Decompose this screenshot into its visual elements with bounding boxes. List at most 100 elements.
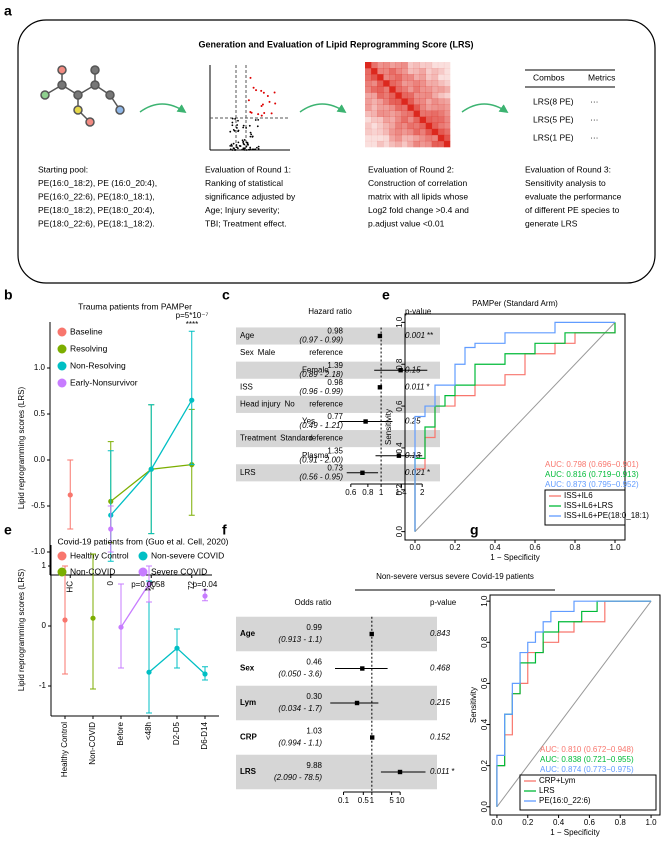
- heatmap-cell: [437, 122, 445, 130]
- legend-label: Non-Resolving: [70, 360, 126, 370]
- point: [62, 617, 68, 623]
- heatmap-cell: [431, 128, 439, 136]
- legend-label: Healthy Control: [70, 550, 129, 560]
- step-text: matrix with all lipids whose: [368, 191, 468, 201]
- heatmap-cell: [413, 140, 420, 148]
- heatmap-cell: [395, 122, 402, 130]
- legend-box: [519, 774, 657, 811]
- heatmap-cell: [407, 92, 414, 99]
- estimate-label: reference: [309, 434, 343, 443]
- heatmap-cell: [395, 80, 402, 87]
- volcano-dot: [229, 144, 232, 147]
- heatmap-cell: [425, 98, 433, 105]
- heatmap-cell: [437, 74, 445, 81]
- x-tick-label: 1: [379, 488, 384, 497]
- heatmap-cell: [431, 110, 439, 117]
- heatmap-cell: [401, 110, 408, 117]
- series-line: [120, 583, 150, 628]
- volcano-dot: [242, 141, 245, 144]
- heatmap-cell: [443, 128, 451, 136]
- heatmap-cell: [419, 92, 427, 99]
- volcano-dot: [249, 131, 252, 134]
- point: [118, 624, 124, 630]
- volcano-dot: [257, 147, 260, 150]
- point: [108, 526, 114, 532]
- heatmap-cell: [443, 110, 451, 117]
- volcano-dot: [255, 89, 258, 92]
- variable-label: Sex: [240, 348, 254, 357]
- legend-label: Early-Nonsurvivor: [70, 377, 138, 387]
- volcano-dot: [274, 102, 277, 105]
- ci-label: (0.994 - 1.1): [278, 739, 322, 748]
- heatmap-cell: [407, 116, 414, 124]
- heatmap-cell: [419, 86, 427, 93]
- heatmap-cell: [395, 92, 402, 99]
- heatmap-cell: [383, 86, 390, 93]
- heatmap-cell: [377, 62, 384, 69]
- volcano-dot: [242, 148, 245, 151]
- table-cell: LRS(8 PE): [533, 96, 574, 106]
- heatmap-cell: [407, 86, 414, 93]
- heatmap-cell: [383, 122, 390, 130]
- heatmap-cell: [425, 62, 433, 69]
- variable-label: Age: [240, 629, 256, 638]
- roc-curve: [496, 600, 652, 807]
- heatmap-cell: [407, 74, 414, 81]
- point: [67, 492, 73, 498]
- heatmap-cell: [437, 62, 445, 69]
- ci-label: (0.97 - 0.99): [299, 336, 343, 345]
- volcano-dot: [242, 124, 245, 127]
- row-band: [236, 464, 440, 482]
- heatmap-cell: [425, 104, 433, 111]
- x-tick-label: 0.4: [489, 543, 501, 552]
- heatmap-cell: [401, 116, 408, 124]
- heatmap-cell: [413, 80, 420, 87]
- heatmap-cell: [437, 128, 445, 136]
- row-band: [236, 395, 440, 413]
- heatmap-cell: [419, 116, 427, 124]
- y-tick-label: 0.2: [395, 484, 404, 496]
- legend-key: [138, 567, 148, 577]
- row-band: [236, 430, 440, 448]
- heatmap-cell: [371, 62, 378, 69]
- heatmap-cell: [383, 62, 390, 69]
- heatmap-cell: [425, 80, 433, 87]
- y-tick-label: 0.5: [34, 409, 46, 418]
- heatmap-cell: [443, 122, 451, 130]
- step-text: p.adjust value <0.01: [368, 218, 445, 228]
- y-tick-label: 0.0: [34, 455, 46, 464]
- volcano-dot: [234, 118, 237, 120]
- heatmap-cell: [413, 128, 420, 136]
- estimate-point: [363, 419, 368, 424]
- significance: *: [451, 767, 454, 776]
- legend-key: [57, 378, 67, 388]
- heatmap-cell: [407, 80, 414, 87]
- step-text: PE(16:0_18:2), PE (16:0_20:4),: [38, 178, 157, 188]
- heatmap-cell: [401, 104, 408, 111]
- variable-label: ISS: [240, 382, 253, 391]
- heatmap-cell: [431, 92, 439, 99]
- x-tick-label: 0.6: [345, 488, 357, 497]
- heatmap-cell: [425, 92, 433, 99]
- heatmap-cell: [425, 128, 433, 136]
- volcano-dot: [232, 142, 235, 145]
- estimate-label: 0.77: [327, 412, 343, 421]
- heatmap-cell: [431, 116, 439, 124]
- heatmap-cell: [389, 134, 396, 142]
- legend-label: Non-COVID: [70, 566, 115, 576]
- heatmap-cell: [365, 134, 372, 142]
- step-text: of different PE species to: [525, 205, 620, 215]
- heatmap-cell: [413, 74, 420, 81]
- volcano-dot: [236, 146, 238, 149]
- error-bar: [90, 553, 96, 690]
- heatmap-cell: [437, 68, 445, 75]
- heatmap-cell: [401, 80, 408, 87]
- x-tick-label: 1.0: [609, 543, 621, 552]
- point: [146, 669, 152, 675]
- heatmap-cell: [437, 80, 445, 87]
- point: [90, 615, 96, 621]
- heatmap-cell: [371, 110, 378, 117]
- x-tick-label: 0.1: [338, 796, 350, 805]
- volcano-dot: [231, 117, 234, 120]
